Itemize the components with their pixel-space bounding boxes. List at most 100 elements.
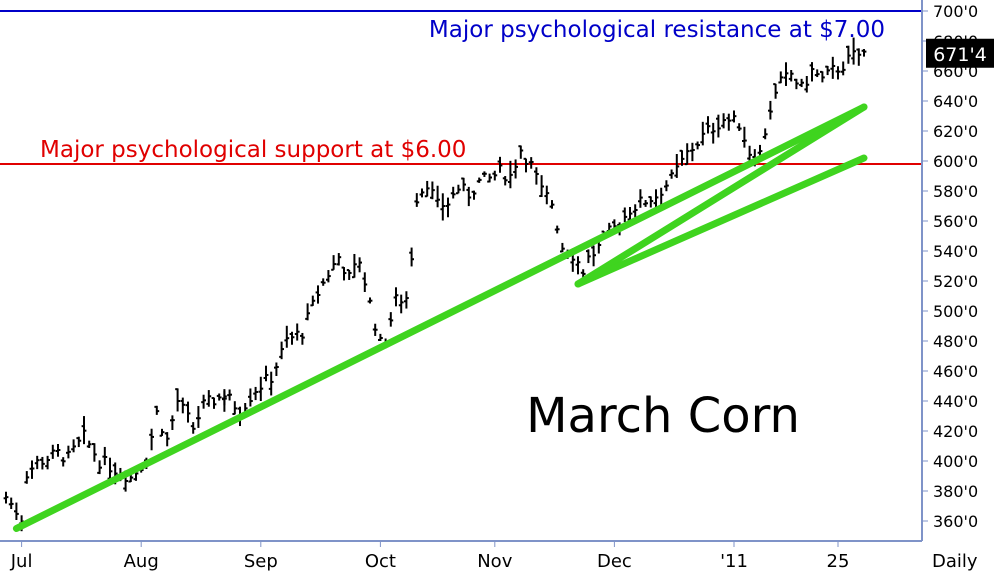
- price-bar: [300, 332, 305, 345]
- price-bar: [367, 297, 373, 304]
- price-bar: [783, 62, 789, 86]
- price-bar: [294, 323, 300, 341]
- price-bar: [554, 225, 560, 234]
- price-bar: [409, 247, 414, 267]
- chart-title: March Corn: [526, 388, 800, 444]
- price-bar: [502, 176, 508, 186]
- price-bar: [232, 401, 238, 416]
- price-bar: [539, 175, 544, 198]
- price-bar: [60, 457, 66, 467]
- price-bar: [279, 341, 284, 360]
- price-bar: [523, 157, 529, 173]
- y-tick-label: 360'0: [933, 512, 978, 531]
- x-tick-label: Dec: [597, 551, 632, 572]
- x-tick-label: Oct: [365, 551, 396, 572]
- last-price-box: [926, 38, 994, 68]
- price-bar: [445, 197, 451, 218]
- level-label: Major psychological resistance at $7.00: [429, 17, 885, 43]
- price-bar: [190, 422, 196, 434]
- price-bar: [840, 61, 846, 76]
- price-bar: [14, 502, 19, 521]
- y-tick-label: 500'0: [933, 302, 978, 321]
- price-bar: [258, 376, 264, 402]
- price-bar: [513, 159, 518, 179]
- y-tick-label: 520'0: [933, 272, 978, 291]
- price-bar: [404, 291, 409, 309]
- price-bar: [476, 177, 482, 183]
- price-bar: [768, 100, 773, 120]
- y-tick-label: 580'0: [933, 182, 978, 201]
- price-bar: [398, 294, 404, 314]
- price-bar: [388, 312, 394, 327]
- y-tick-label: 400'0: [933, 452, 978, 471]
- price-bar: [180, 397, 186, 414]
- price-bar: [518, 145, 524, 159]
- price-bar: [222, 389, 227, 406]
- price-bar: [851, 37, 856, 65]
- price-bar: [497, 156, 503, 173]
- price-bar: [357, 257, 362, 273]
- price-bar: [549, 200, 555, 209]
- price-bar: [695, 141, 700, 150]
- price-bar: [716, 114, 721, 138]
- price-bar: [814, 69, 820, 78]
- price-bar: [149, 428, 154, 451]
- price-bar: [721, 113, 726, 129]
- price-bar: [268, 371, 274, 396]
- last-price-label: 671'4: [933, 44, 987, 66]
- price-bar: [773, 83, 778, 99]
- price-bar: [835, 66, 841, 80]
- price-bar: [248, 388, 253, 407]
- price-bar: [154, 405, 160, 415]
- price-bar: [185, 401, 191, 423]
- price-bar: [804, 75, 810, 93]
- price-bar: [24, 471, 30, 484]
- y-tick-label: 480'0: [933, 332, 978, 351]
- price-bar: [742, 126, 747, 148]
- price-bar: [211, 397, 217, 409]
- price-bar: [50, 444, 56, 459]
- price-bar: [40, 456, 45, 470]
- x-tick-label: Aug: [124, 551, 159, 572]
- price-bar: [586, 249, 591, 264]
- y-tick-label: 640'0: [933, 92, 978, 111]
- price-bar: [8, 497, 14, 510]
- y-tick-label: 600'0: [933, 152, 978, 171]
- price-bar: [632, 204, 638, 218]
- price-bar: [471, 190, 477, 200]
- price-bar: [253, 386, 258, 401]
- price-bar: [560, 242, 565, 253]
- horizontal-levels: Major psychological resistance at $7.00 M…: [0, 10, 922, 165]
- level-label: Major psychological support at $6.00: [40, 137, 466, 163]
- y-tick-label: 620'0: [933, 122, 978, 141]
- price-bar: [726, 113, 732, 131]
- x-tick-label: Sep: [244, 551, 278, 572]
- price-bar: [206, 390, 212, 407]
- price-bar: [809, 62, 815, 82]
- price-bar: [419, 188, 425, 198]
- price-bar: [736, 123, 742, 131]
- x-tick-label: Nov: [477, 551, 512, 572]
- price-bar: [284, 325, 290, 348]
- trendlines: [12, 103, 868, 532]
- price-bar: [710, 122, 716, 144]
- price-bar: [66, 445, 71, 459]
- price-bar: [435, 185, 440, 208]
- price-bar: [627, 206, 633, 221]
- period-label: Daily: [932, 551, 978, 572]
- price-bar: [731, 110, 737, 123]
- price-bar: [55, 444, 61, 457]
- y-tick-label: 460'0: [933, 362, 978, 381]
- price-bar: [378, 333, 383, 341]
- price-bar: [430, 181, 435, 200]
- price-bar: [315, 285, 321, 304]
- price-bar: [622, 207, 628, 223]
- price-bar: [638, 189, 643, 208]
- x-tick-label: 25: [827, 551, 850, 572]
- price-bar: [274, 362, 279, 376]
- price-bar: [487, 173, 492, 183]
- price-bar: [34, 455, 40, 470]
- price-bar: [679, 149, 685, 166]
- price-bar: [352, 253, 357, 279]
